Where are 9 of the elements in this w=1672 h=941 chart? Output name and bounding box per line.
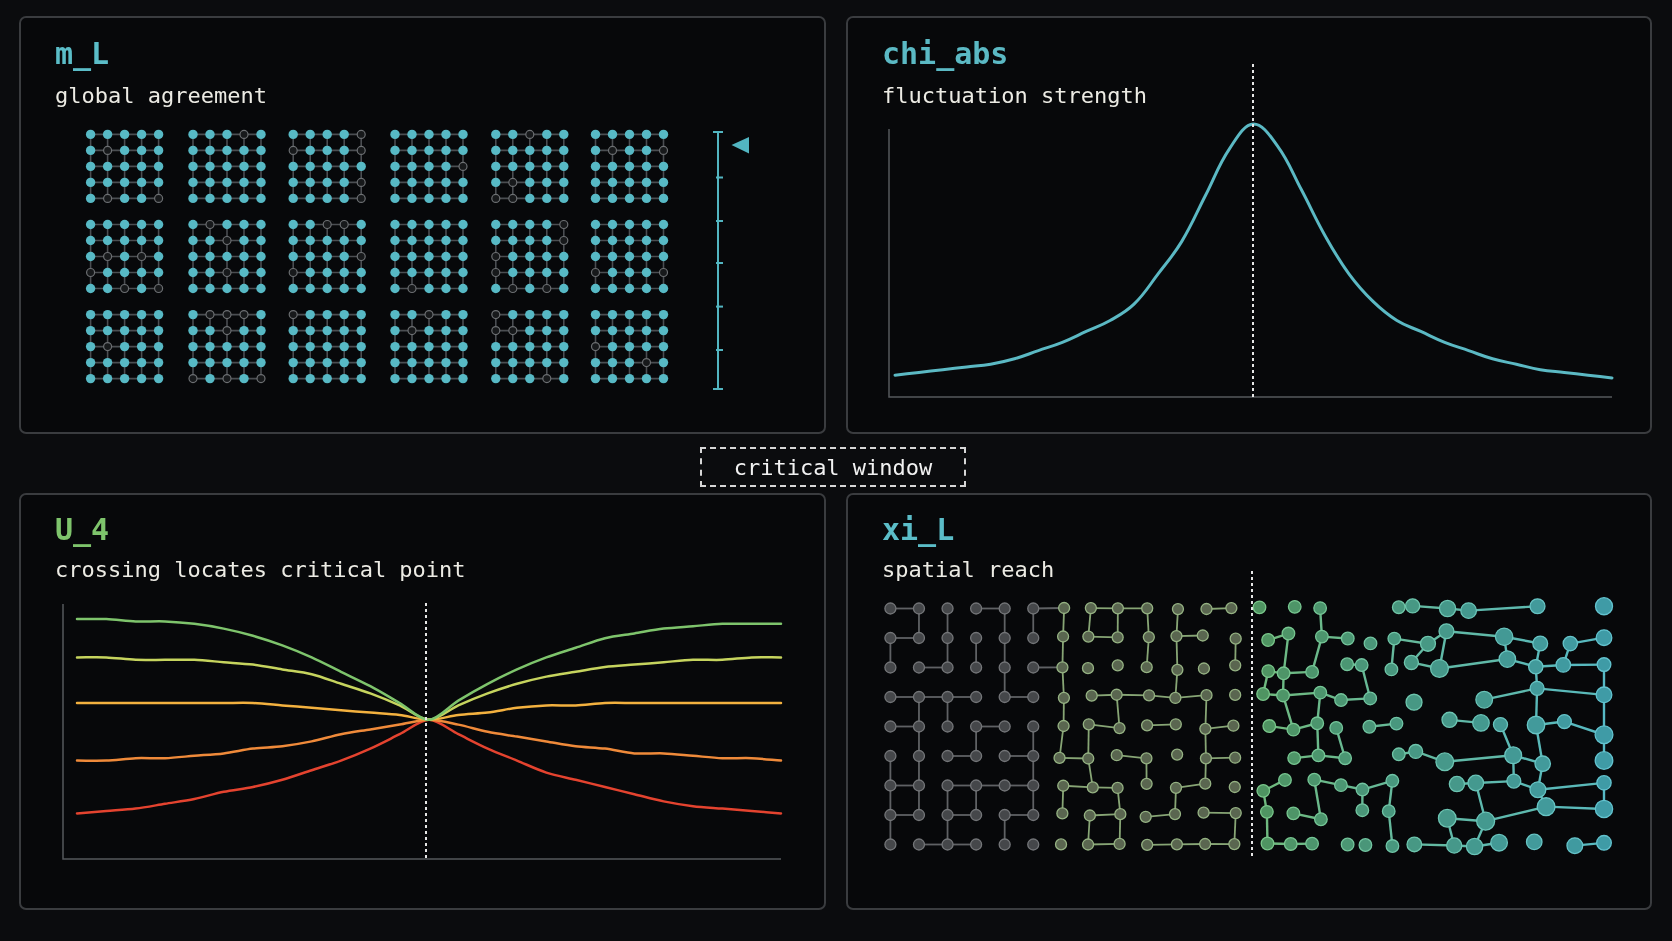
text: critical window (700, 447, 966, 487)
chart-subtitle: fluctuation strength (882, 83, 1147, 108)
chart-subtitle: crossing locates critical point (55, 557, 466, 582)
chart-title: U_4 (55, 512, 110, 547)
text: global agreement (55, 83, 267, 108)
chart-title: chi_abs (882, 36, 1009, 71)
text: m_L (55, 36, 110, 71)
text: xi_L (882, 512, 955, 547)
text: spatial reach (882, 557, 1055, 582)
